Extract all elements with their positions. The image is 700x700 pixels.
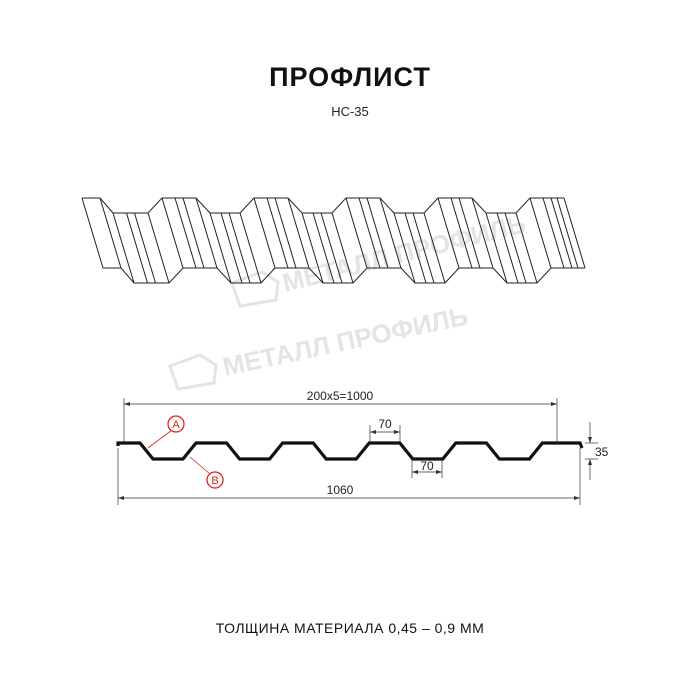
sheet-line <box>379 197 402 269</box>
sheet-line <box>393 212 416 284</box>
sheet-line <box>220 212 243 284</box>
watermark-top: МЕТАЛЛ ПРОФИЛЬ <box>230 208 529 308</box>
sheet-line <box>209 212 232 284</box>
sheet-line <box>161 197 184 269</box>
sheet-line <box>253 197 276 269</box>
sheet-line <box>458 197 481 269</box>
sheet-line <box>228 212 251 284</box>
marker-a: A <box>147 415 185 449</box>
dimension-lines <box>117 398 598 505</box>
svg-text:B: B <box>211 475 218 487</box>
sheet-line <box>412 212 435 284</box>
sheet-line <box>515 212 538 284</box>
sheet-line <box>266 197 289 269</box>
sheet-line <box>126 212 148 284</box>
sheet-line <box>563 197 586 269</box>
sheet-line <box>82 197 564 214</box>
sheet-line <box>112 212 135 284</box>
sheet-line <box>239 212 262 284</box>
marker-b: B <box>189 456 224 489</box>
sheet-line <box>81 197 104 269</box>
height-label: 35 <box>595 445 609 459</box>
sheet-line <box>496 212 519 284</box>
sheet-line <box>134 212 156 284</box>
sheet-line <box>550 197 573 269</box>
dimension-arrows <box>118 402 592 500</box>
sheet-line <box>556 197 579 269</box>
sheet-line <box>174 197 197 269</box>
pitch-dimension-label: 200x5=1000 <box>307 389 374 403</box>
sheet-line <box>471 197 494 269</box>
sheet-line <box>287 197 310 269</box>
material-thickness-note: ТОЛЩИНА МАТЕРИАЛА 0,45 – 0,9 ММ <box>215 620 485 636</box>
sheet-line <box>274 197 297 269</box>
sheet-line <box>182 197 205 269</box>
sheet-line <box>450 197 473 269</box>
sheet-perspective-view <box>81 197 586 284</box>
sheet-line <box>366 197 389 269</box>
sheet-line <box>504 212 527 284</box>
sheet-line <box>331 212 354 284</box>
svg-text:A: A <box>172 419 180 431</box>
sheet-line <box>423 212 446 284</box>
sheet-line <box>320 212 343 284</box>
svg-text:МЕТАЛЛ ПРОФИЛЬ: МЕТАЛЛ ПРОФИЛЬ <box>220 301 471 382</box>
sheet-line <box>358 197 381 269</box>
sheet-line <box>147 212 170 284</box>
total-width-label: 1060 <box>327 483 354 497</box>
bottom-flat-label: 70 <box>420 459 434 473</box>
watermark-bottom: МЕТАЛЛ ПРОФИЛЬ <box>168 301 471 391</box>
sheet-line <box>312 212 335 284</box>
sheet-line <box>542 197 565 269</box>
svg-text:МЕТАЛЛ ПРОФИЛЬ: МЕТАЛЛ ПРОФИЛЬ <box>279 208 529 298</box>
sheet-line <box>99 197 122 269</box>
sheet-line <box>529 197 552 269</box>
sheet-profile <box>116 441 584 461</box>
sheet-line <box>485 212 508 284</box>
sheet-line <box>404 212 427 284</box>
page-title: ПРОФЛИСТ <box>269 62 431 92</box>
sheet-line <box>345 197 368 269</box>
sheet-line <box>437 197 460 269</box>
sheet-line <box>301 212 324 284</box>
top-flat-label: 70 <box>378 417 392 431</box>
product-code: НС-35 <box>331 104 369 119</box>
sheet-line <box>195 197 218 269</box>
